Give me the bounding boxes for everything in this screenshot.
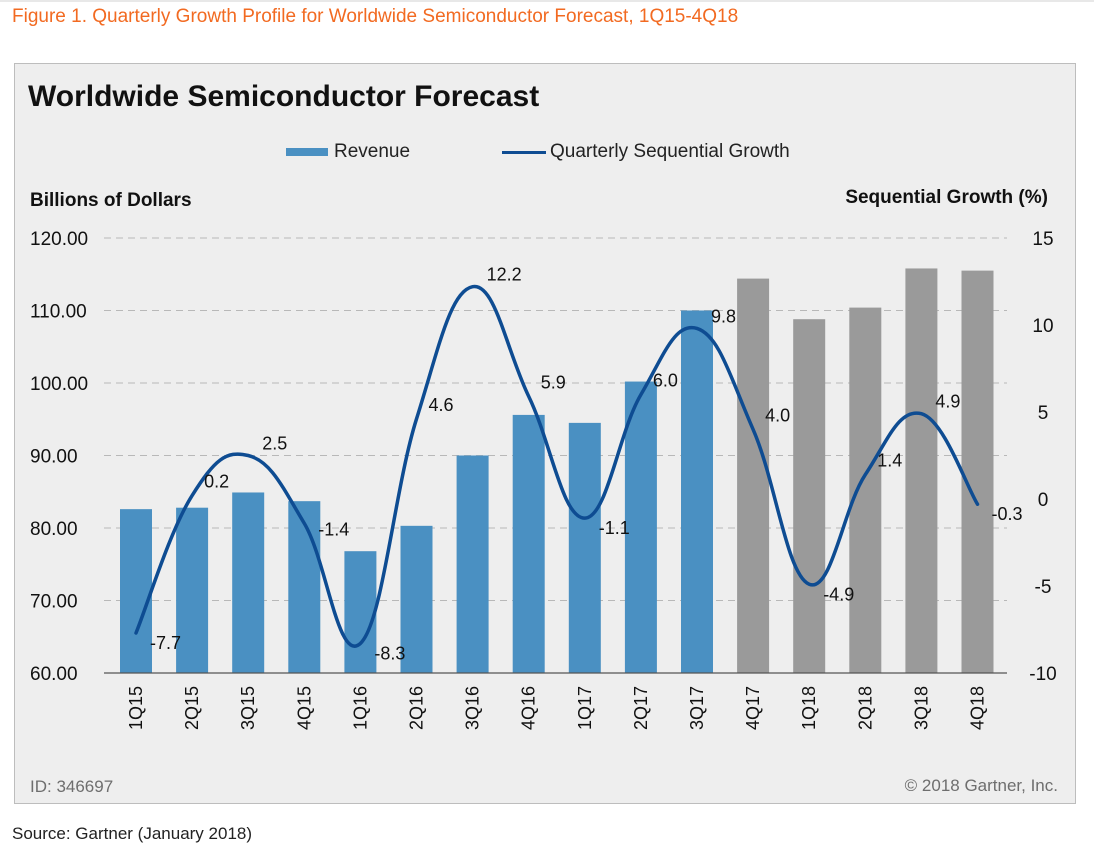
figure-id: ID: 346697: [30, 777, 114, 796]
x-tick-label: 1Q16: [350, 686, 370, 730]
y-right-tick-label: -5: [1035, 577, 1052, 598]
revenue-bar: [232, 492, 265, 673]
x-tick-label: 3Q16: [463, 686, 483, 730]
revenue-bar: [288, 501, 321, 673]
x-tick-label: 4Q18: [968, 686, 988, 730]
revenue-bar: [120, 509, 152, 673]
y-axis-right-label: Sequential Growth (%): [845, 187, 1048, 208]
x-tick-label: 1Q18: [799, 686, 819, 730]
revenue-bar: [344, 551, 377, 673]
legend-item-revenue: Revenue: [286, 141, 410, 163]
growth-data-label: -7.7: [150, 633, 181, 653]
source-note: Source: Gartner (January 2018): [12, 824, 253, 843]
copyright-text: © 2018 Gartner, Inc.: [904, 776, 1058, 795]
y-left-tick-label: 80.00: [30, 519, 78, 540]
y-right-tick-label: -10: [1029, 664, 1056, 685]
y-left-tick-label: 60.00: [30, 664, 78, 685]
y-right-tick-label: 10: [1032, 316, 1053, 337]
revenue-bar: [456, 455, 489, 673]
revenue-bar: [400, 525, 433, 673]
growth-data-label: 5.9: [541, 372, 566, 392]
revenue-bar: [905, 268, 938, 673]
revenue-bar: [737, 278, 770, 673]
growth-data-label: 12.2: [487, 265, 522, 285]
figure-caption: Figure 1. Quarterly Growth Profile for W…: [12, 6, 739, 27]
revenue-bar: [849, 307, 882, 673]
x-tick-label: 1Q17: [575, 686, 595, 730]
x-tick-label: 1Q15: [126, 686, 146, 730]
x-tick-label: 2Q18: [855, 686, 875, 730]
revenue-bar: [681, 310, 713, 673]
y-left-tick-label: 90.00: [30, 447, 78, 468]
growth-data-label: 9.8: [711, 306, 736, 326]
y-right-tick-label: 15: [1032, 229, 1053, 250]
revenue-bar: [176, 507, 209, 673]
x-tick-label: 3Q17: [687, 686, 707, 730]
legend-label-growth: Quarterly Sequential Growth: [550, 141, 790, 162]
x-tick-label: 4Q15: [294, 686, 314, 730]
y-left-tick-label: 110.00: [30, 302, 87, 323]
growth-data-label: -4.9: [823, 584, 854, 604]
growth-data-label: 4.9: [935, 392, 960, 412]
growth-data-label: -0.3: [992, 504, 1023, 524]
legend-item-growth: Quarterly Sequential Growth: [502, 141, 790, 163]
growth-data-label: 0.2: [204, 472, 229, 492]
growth-line: [134, 284, 980, 648]
growth-data-label: 6.0: [653, 371, 678, 391]
revenue-bar: [961, 270, 994, 673]
x-tick-label: 3Q18: [911, 686, 931, 730]
growth-data-label: 1.4: [877, 451, 902, 471]
revenue-bar: [793, 319, 826, 673]
y-left-tick-label: 120.00: [30, 229, 88, 250]
legend-swatch-growth: [502, 150, 546, 154]
revenue-bar: [568, 422, 601, 673]
x-tick-label: 2Q16: [407, 686, 427, 730]
growth-data-label: 4.0: [765, 405, 790, 425]
y-right-tick-label: 5: [1038, 403, 1049, 424]
top-rule: [0, 0, 1094, 2]
x-tick-label: 2Q17: [631, 686, 651, 730]
chart-title: Worldwide Semiconductor Forecast: [28, 80, 540, 113]
x-tick-label: 4Q17: [743, 686, 763, 730]
legend-swatch-revenue: [286, 148, 328, 156]
growth-data-label: 4.6: [429, 395, 454, 415]
growth-data-label: -8.3: [374, 643, 405, 663]
y-right-tick-label: 0: [1038, 490, 1049, 511]
y-left-tick-label: 100.00: [30, 374, 88, 395]
revenue-bar: [512, 414, 545, 673]
growth-data-label: 2.5: [262, 434, 287, 454]
revenue-bar: [624, 381, 657, 673]
x-tick-label: 2Q15: [182, 686, 202, 730]
growth-data-label: -1.1: [599, 518, 630, 538]
growth-data-label: -1.4: [318, 519, 349, 539]
x-tick-label: 3Q15: [238, 686, 258, 730]
x-tick-label: 4Q16: [519, 686, 539, 730]
y-left-tick-label: 70.00: [30, 592, 78, 613]
y-axis-left-label: Billions of Dollars: [30, 190, 192, 211]
legend-label-revenue: Revenue: [334, 141, 411, 162]
